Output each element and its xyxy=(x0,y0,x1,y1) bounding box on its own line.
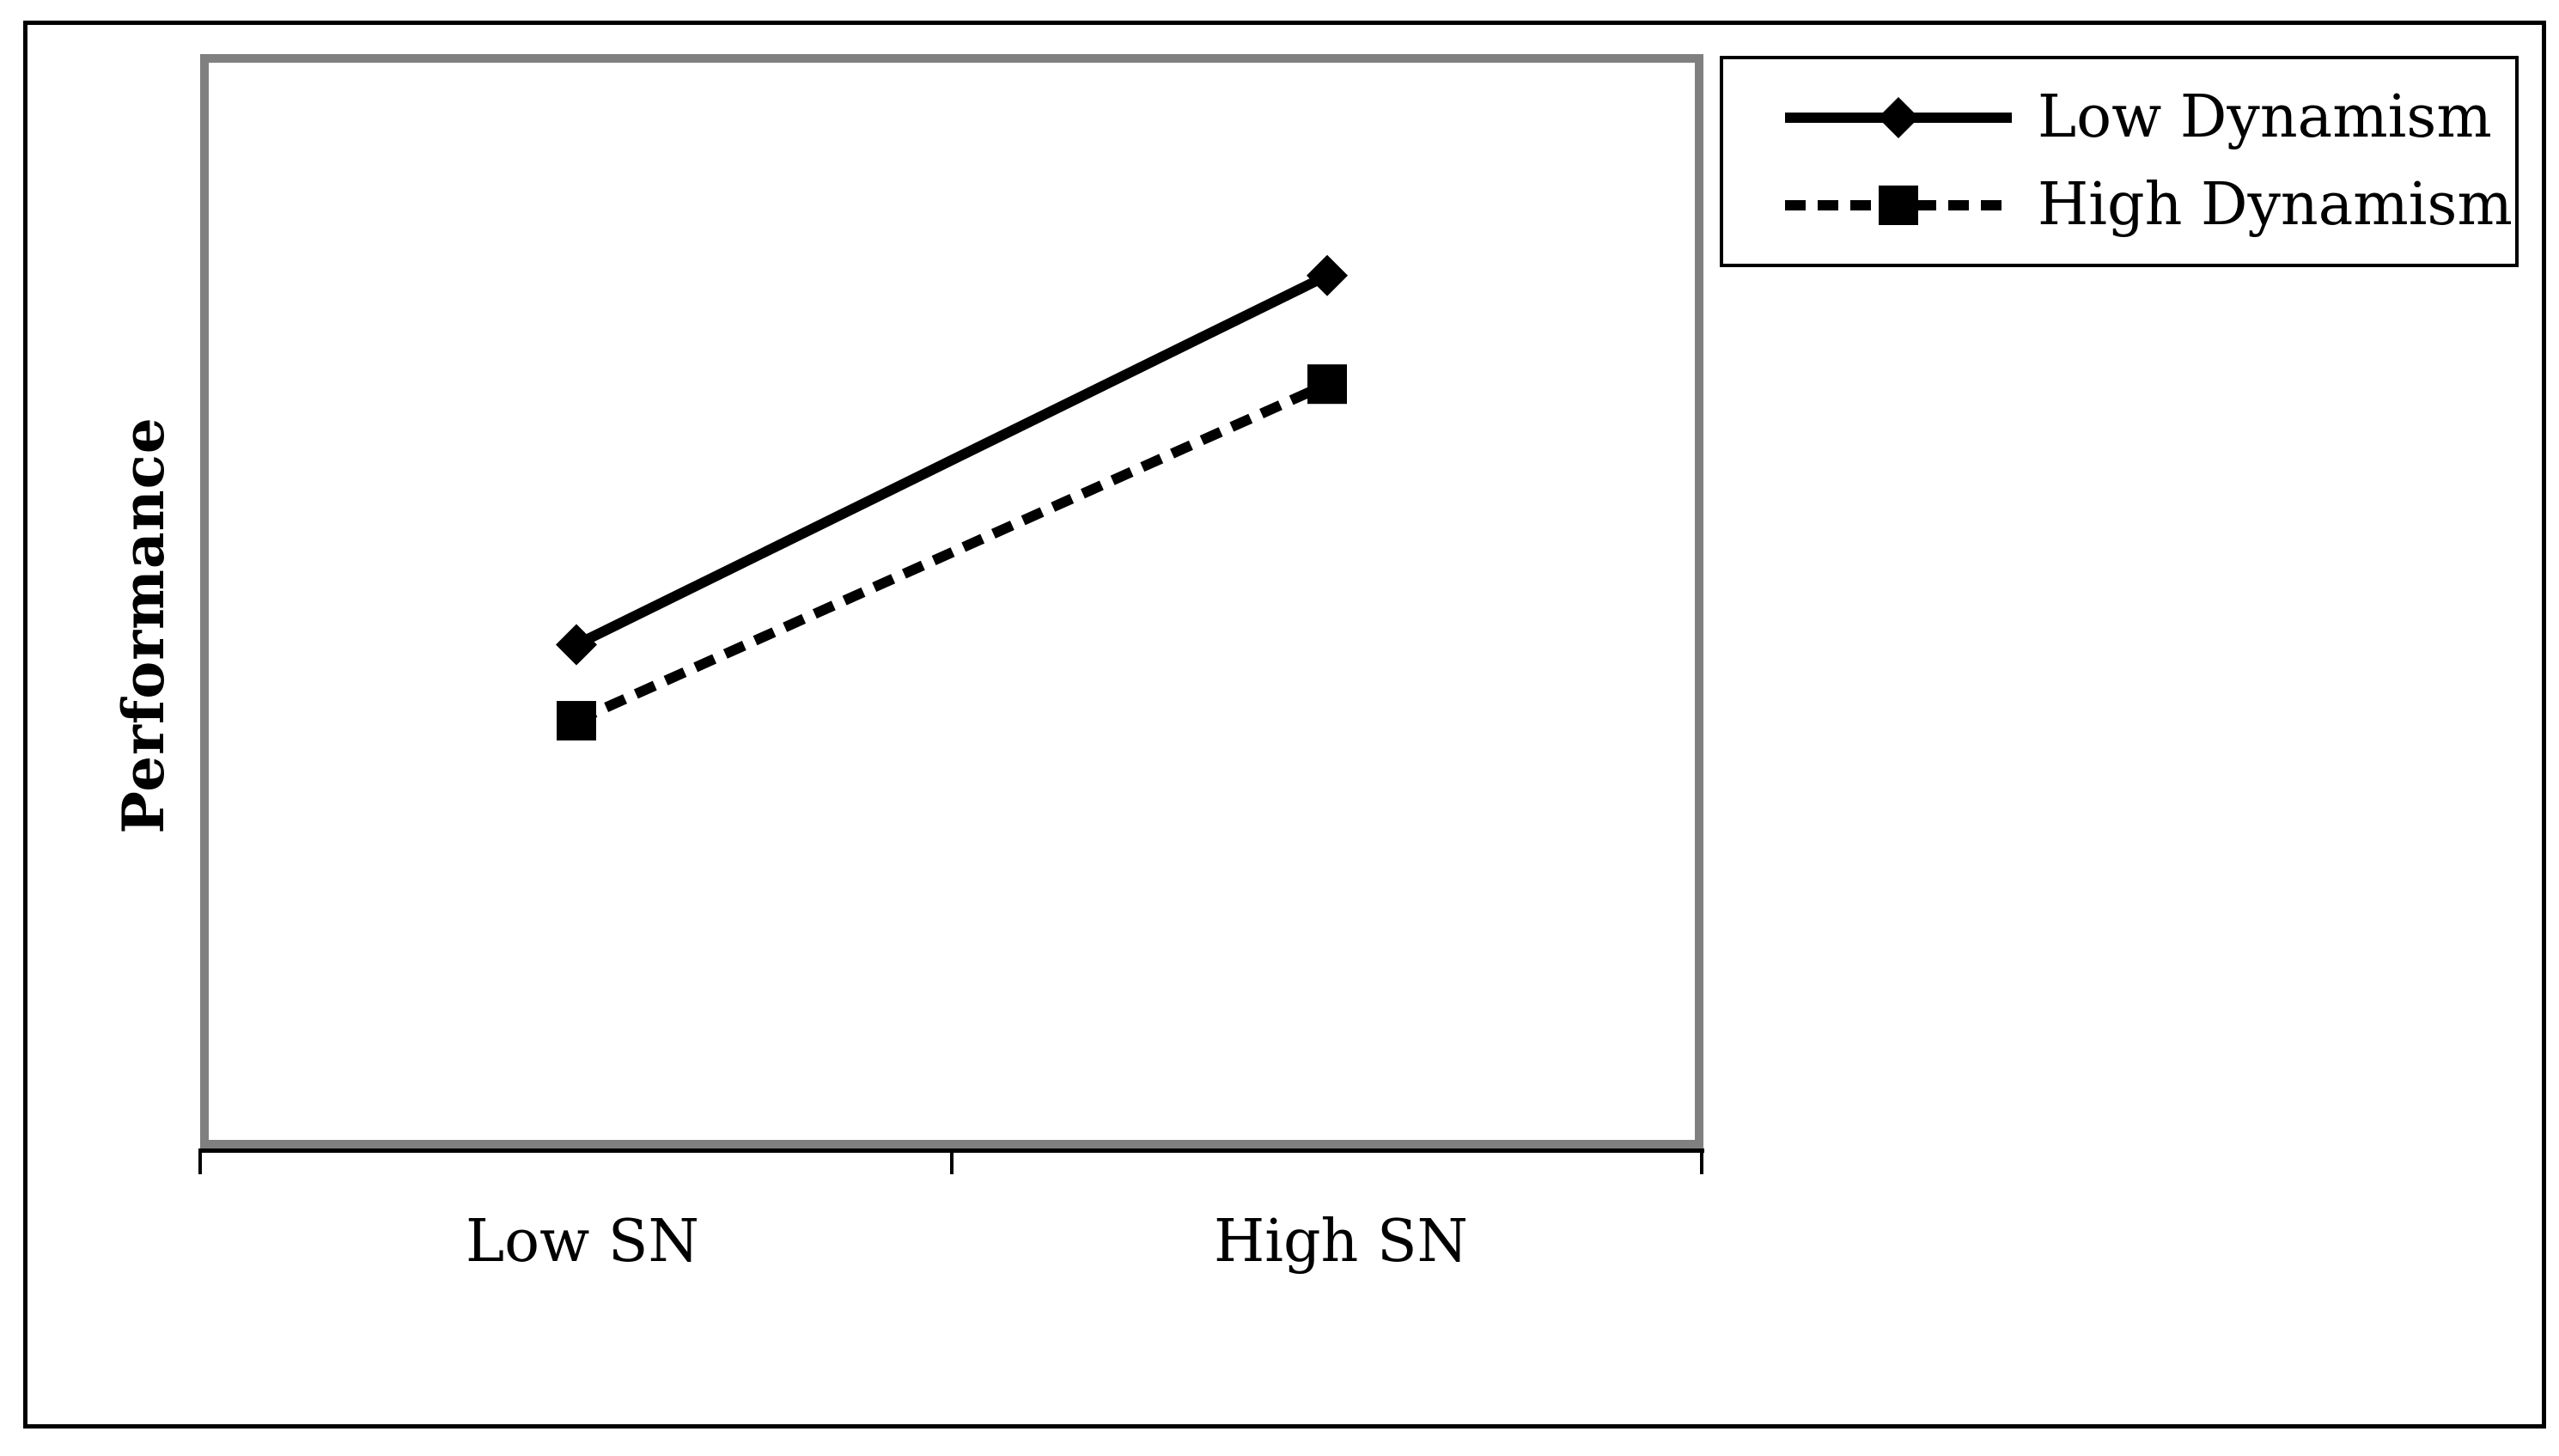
solid-line-diamond-marker-icon xyxy=(1785,97,2012,138)
legend-item-high-dynamism: High Dynamism xyxy=(1778,176,2515,235)
x-tick-label-low-sn: Low SN xyxy=(466,1208,699,1276)
legend-label-high-dynamism: High Dynamism xyxy=(2038,171,2513,239)
plot-area xyxy=(200,54,1703,1148)
legend: Low Dynamism High Dynamism xyxy=(1720,56,2519,267)
x-tick-label-high-sn: High SN xyxy=(1213,1208,1469,1276)
legend-label-low-dynamism: Low Dynamism xyxy=(2038,83,2492,151)
dashed-line-square-marker-icon xyxy=(1785,186,2012,225)
legend-item-low-dynamism: Low Dynamism xyxy=(1778,88,2515,147)
figure-border xyxy=(23,21,2546,1429)
y-axis-title: Performance xyxy=(110,417,177,834)
